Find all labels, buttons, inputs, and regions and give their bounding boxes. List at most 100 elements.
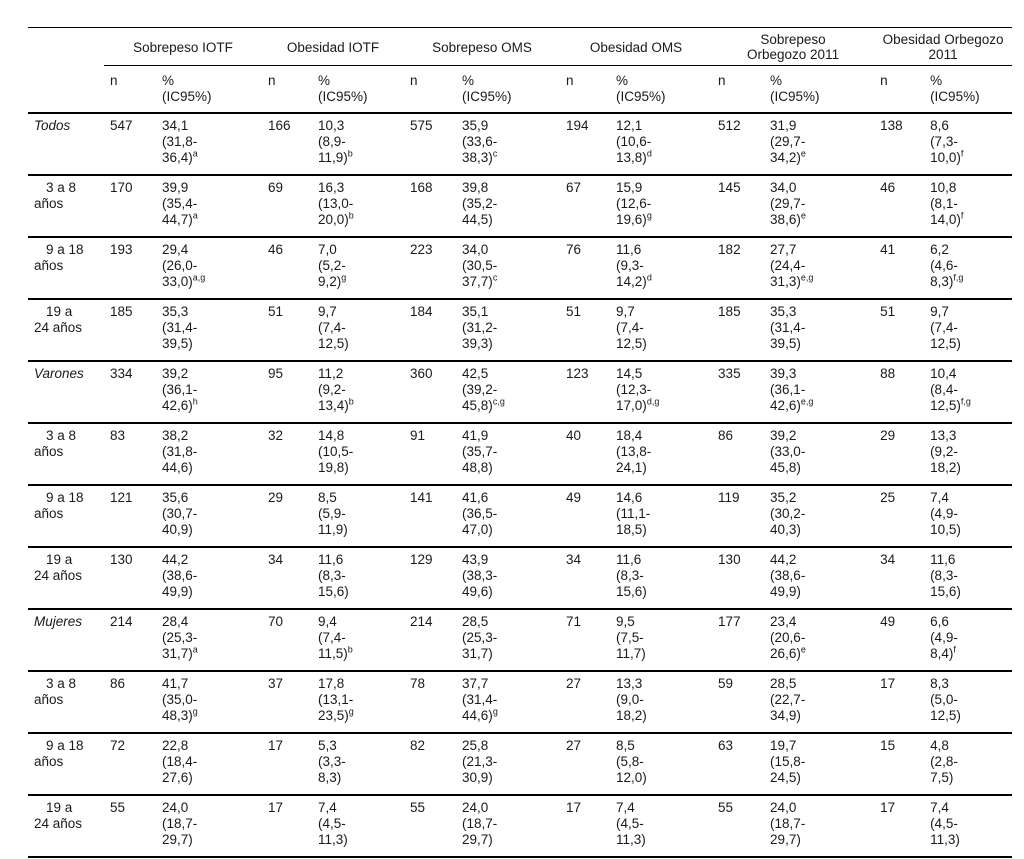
- cell-ci-line2-wrap: 27,6): [162, 770, 260, 786]
- cell-ci-line1: (25,3-: [462, 630, 498, 645]
- cell-ci-line1: (5,2-: [318, 258, 346, 273]
- cell-ci-line2-wrap: 11,7): [616, 646, 710, 662]
- cell-pct-value: 14,6: [616, 490, 643, 505]
- cell-ci-line1: (30,2-: [770, 506, 806, 521]
- cell-ci-superscript: b: [347, 148, 353, 159]
- cell-ci-line1: (7,4-: [616, 320, 644, 335]
- cell-pct-value: 34,0: [462, 242, 489, 257]
- cell-n: 63: [712, 733, 765, 796]
- cell-pct-value: 12,1: [616, 118, 643, 133]
- cell-ci-line1: (15,8-: [770, 754, 806, 769]
- cell-ci-line1: (35,0-: [162, 692, 198, 707]
- cell-ci-line2: 15,6): [616, 584, 647, 599]
- cell-ci-line2: 42,6): [770, 398, 801, 413]
- cell-pct-value: 9,7: [616, 304, 635, 319]
- cell-ci-line2-wrap: 14,0)f: [930, 211, 1010, 228]
- cell-n: 86: [712, 423, 765, 486]
- cell-ci-line1: (30,7-: [162, 506, 198, 521]
- cell-n: 25: [874, 485, 925, 548]
- row-label: 3 a 8 años: [28, 423, 104, 486]
- sub-header-n: n: [560, 65, 611, 114]
- cell-pct-value: 23,4: [770, 614, 797, 629]
- cell-ci-line1: (31,4-: [162, 320, 198, 335]
- cell-ci-line2: 10,5): [930, 522, 961, 537]
- cell-pct: 10,4 (8,4- 12,5)f,g: [924, 361, 1013, 424]
- cell-n: 15: [874, 733, 925, 796]
- cell-ci-line2: 11,5): [318, 646, 348, 661]
- cell-pct: 38,2 (31,8- 44,6): [156, 423, 263, 486]
- cell-n: 27: [560, 733, 611, 796]
- cell-ci-line2-wrap: 44,5): [462, 212, 558, 228]
- cell-ci-superscript: g: [341, 272, 347, 283]
- cell-pct: 31,9 (29,7- 34,2)e: [764, 113, 875, 176]
- cell-pct-value: 41,7: [162, 676, 189, 691]
- cell-ci-line2-wrap: 33,0)a,g: [162, 273, 260, 290]
- cell-ci-line1: (4,6-: [930, 258, 958, 273]
- cell-n: 34: [262, 547, 313, 610]
- cell-ci-line2-wrap: 44,6): [162, 460, 260, 476]
- sub-header-pct: % (IC95%): [156, 65, 263, 114]
- cell-n: 46: [874, 175, 925, 238]
- cell-pct-value: 24,0: [162, 800, 189, 815]
- group-header-sobrepeso-oms: Sobrepeso OMS: [404, 27, 561, 66]
- cell-pct-value: 11,2: [318, 366, 344, 381]
- cell-n: 71: [560, 609, 611, 672]
- cell-ci-line2-wrap: 40,3): [770, 522, 872, 538]
- cell-pct: 8,6 (7,3- 10,0)f: [924, 113, 1013, 176]
- cell-pct-value: 35,2: [770, 490, 797, 505]
- cell-ci-line1: (7,3-: [930, 134, 958, 149]
- cell-ci-line2-wrap: 39,5): [770, 336, 872, 352]
- cell-pct: 25,8 (21,3- 30,9): [456, 733, 561, 796]
- cell-ci-line1: (13,0-: [318, 196, 354, 211]
- cell-ci-superscript: f: [960, 148, 964, 159]
- cell-ci-line2-wrap: 39,3): [462, 336, 558, 352]
- cell-pct-value: 25,8: [462, 738, 489, 753]
- cell-ci-line2-wrap: 40,9): [162, 522, 260, 538]
- cell-pct: 4,8 (2,8- 7,5): [924, 733, 1013, 796]
- cell-ci-line2: 34,9): [770, 708, 801, 723]
- cell-n: 17: [560, 795, 611, 858]
- cell-pct-value: 9,5: [616, 614, 635, 629]
- cell-ci-line1: (35,7-: [462, 444, 498, 459]
- cell-pct: 39,2 (33,0- 45,8): [764, 423, 875, 486]
- cell-ci-line2: 8,4): [930, 646, 954, 661]
- cell-ci-line2: 19,8): [318, 460, 349, 475]
- cell-ci-line2-wrap: 49,9): [162, 584, 260, 600]
- cell-ci-line2-wrap: 29,7): [162, 832, 260, 848]
- cell-ci-line2: 38,6): [770, 212, 801, 227]
- cell-pct-value: 8,3: [930, 676, 949, 691]
- sub-header-row: n % (IC95%) n % (IC95%) n % (IC95%) n % …: [28, 65, 1013, 114]
- cell-pct-value: 7,4: [616, 800, 635, 815]
- cell-n: 51: [874, 299, 925, 362]
- cell-pct: 6,2 (4,6- 8,3)f,g: [924, 237, 1013, 300]
- cell-ci-line1: (7,5-: [616, 630, 644, 645]
- cell-ci-line2-wrap: 34,2)e: [770, 149, 872, 166]
- cell-ci-line1: (18,7-: [162, 816, 198, 831]
- cell-ci-line2: 8,3): [318, 770, 342, 785]
- cell-n: 130: [104, 547, 156, 610]
- sub-header-n: n: [404, 65, 457, 114]
- cell-ci-line2-wrap: 34,9): [770, 708, 872, 724]
- cell-n: 335: [712, 361, 765, 424]
- cell-ci-line2-wrap: 26,6)e: [770, 645, 872, 662]
- cell-ci-superscript: c: [492, 272, 498, 283]
- cell-ci-line2-wrap: 12,5): [930, 336, 1010, 352]
- cell-ci-line2-wrap: 47,0): [462, 522, 558, 538]
- cell-ci-line2: 11,3): [318, 832, 348, 847]
- cell-ci-line2: 40,3): [770, 522, 801, 537]
- cell-pct-value: 41,6: [462, 490, 489, 505]
- cell-ci-line2: 13,4): [318, 398, 349, 413]
- cell-pct-value: 15,9: [616, 180, 643, 195]
- cell-n: 17: [262, 733, 313, 796]
- cell-ci-line2-wrap: 15,6): [318, 584, 402, 600]
- cell-ci-line2: 9,2): [318, 274, 342, 289]
- cell-ci-line2: 36,4): [162, 150, 193, 165]
- cell-ci-line2-wrap: 19,8): [318, 460, 402, 476]
- cell-ci-line2-wrap: 11,9): [318, 522, 402, 538]
- cell-n: 59: [712, 671, 765, 734]
- cell-n: 214: [404, 609, 457, 672]
- cell-pct: 8,3 (5,0- 12,5): [924, 671, 1013, 734]
- cell-n: 72: [104, 733, 156, 796]
- cell-n: 55: [404, 795, 457, 858]
- cell-ci-line1: (10,6-: [616, 134, 652, 149]
